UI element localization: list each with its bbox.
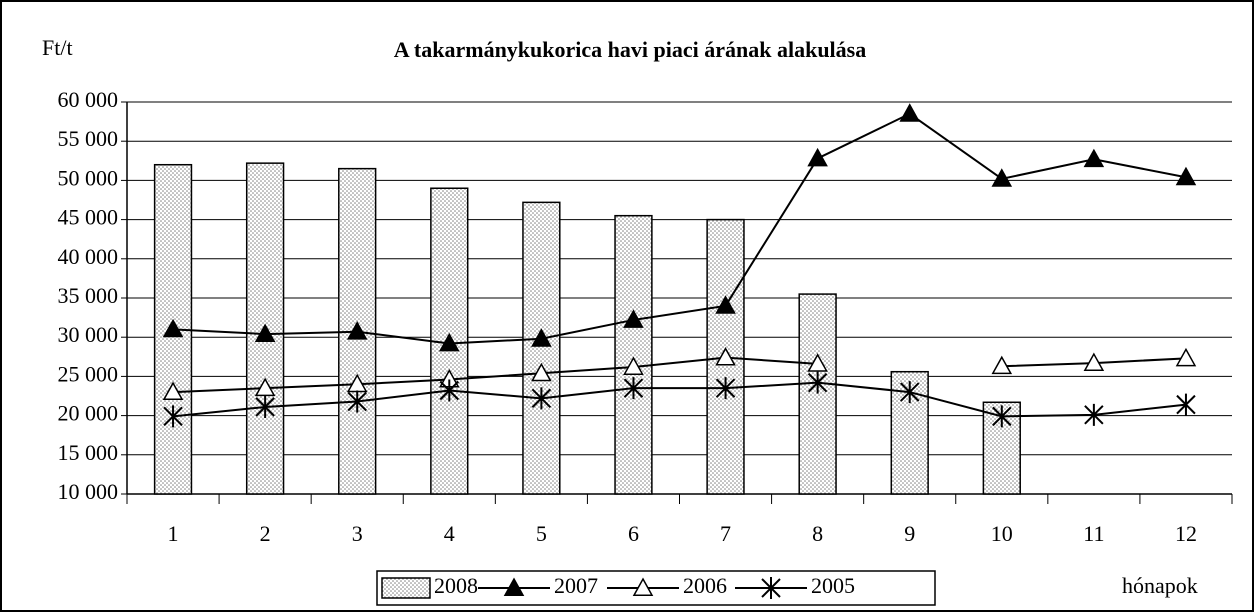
marker [715,295,736,314]
marker [1175,347,1197,367]
marker [347,390,367,413]
marker [1175,166,1197,186]
marker [163,405,183,428]
marker [255,395,275,418]
y-tick-label: 20 000 [58,401,119,426]
marker [807,371,828,394]
legend-label: 2005 [811,573,855,598]
marker [1083,352,1105,372]
x-tick-label: 3 [352,521,363,546]
y-tick-label: 45 000 [58,205,119,230]
x-tick-label: 1 [168,521,179,546]
marker [531,328,552,347]
marker [807,147,828,167]
x-tick-label: 4 [444,521,455,546]
marker [623,377,644,400]
marker [1084,403,1104,426]
x-tick-label: 10 [991,521,1013,546]
chart-title: A takarmánykukorica havi piaci árának al… [394,37,866,62]
y-tick-label: 35 000 [58,283,119,308]
x-axis-label: hónapok [1122,573,1198,598]
legend-marker [632,577,654,596]
marker [991,168,1013,187]
x-tick-label: 8 [812,521,823,546]
marker [1176,393,1196,416]
marker [623,309,644,328]
y-tick-label: 10 000 [58,479,119,504]
marker [900,381,920,404]
marker [439,379,459,402]
x-tick-label: 9 [904,521,915,546]
marker [531,387,552,410]
x-tick-label: 5 [536,521,547,546]
y-tick-label: 40 000 [58,244,119,269]
x-tick-label: 6 [628,521,639,546]
legend-marker [503,577,525,596]
marker [439,332,460,352]
marker [162,381,184,401]
x-tick-label: 11 [1083,521,1104,546]
bar [798,293,837,495]
marker [1083,148,1105,168]
marker [254,323,276,343]
bar [614,214,653,495]
y-tick-label: 55 000 [58,126,119,151]
marker [992,405,1012,428]
legend-swatch [381,577,431,599]
legend-marker [761,577,781,599]
y-tick-label: 25 000 [58,361,119,386]
y-tick-label: 15 000 [58,440,119,465]
marker [162,318,184,338]
y-tick-label: 60 000 [58,87,119,112]
y-axis-label: Ft/t [42,35,73,60]
marker [899,103,920,122]
x-tick-label: 12 [1175,521,1197,546]
line [172,112,1187,345]
y-tick-label: 30 000 [58,322,119,347]
line [172,356,1187,394]
x-tick-label: 2 [260,521,271,546]
bar [522,201,561,495]
marker [991,355,1013,375]
marker [715,347,736,366]
marker [807,353,828,372]
legend-label: 2006 [683,573,727,598]
legend-box [376,570,936,606]
marker [346,321,368,340]
legend-label: 2008 [434,573,478,598]
line [172,381,1187,418]
marker [715,377,736,400]
y-tick-label: 50 000 [58,165,119,190]
marker [531,362,552,382]
marker [254,377,276,397]
legend-label: 2007 [554,573,598,598]
x-tick-label: 7 [720,521,731,546]
marker [623,356,644,375]
